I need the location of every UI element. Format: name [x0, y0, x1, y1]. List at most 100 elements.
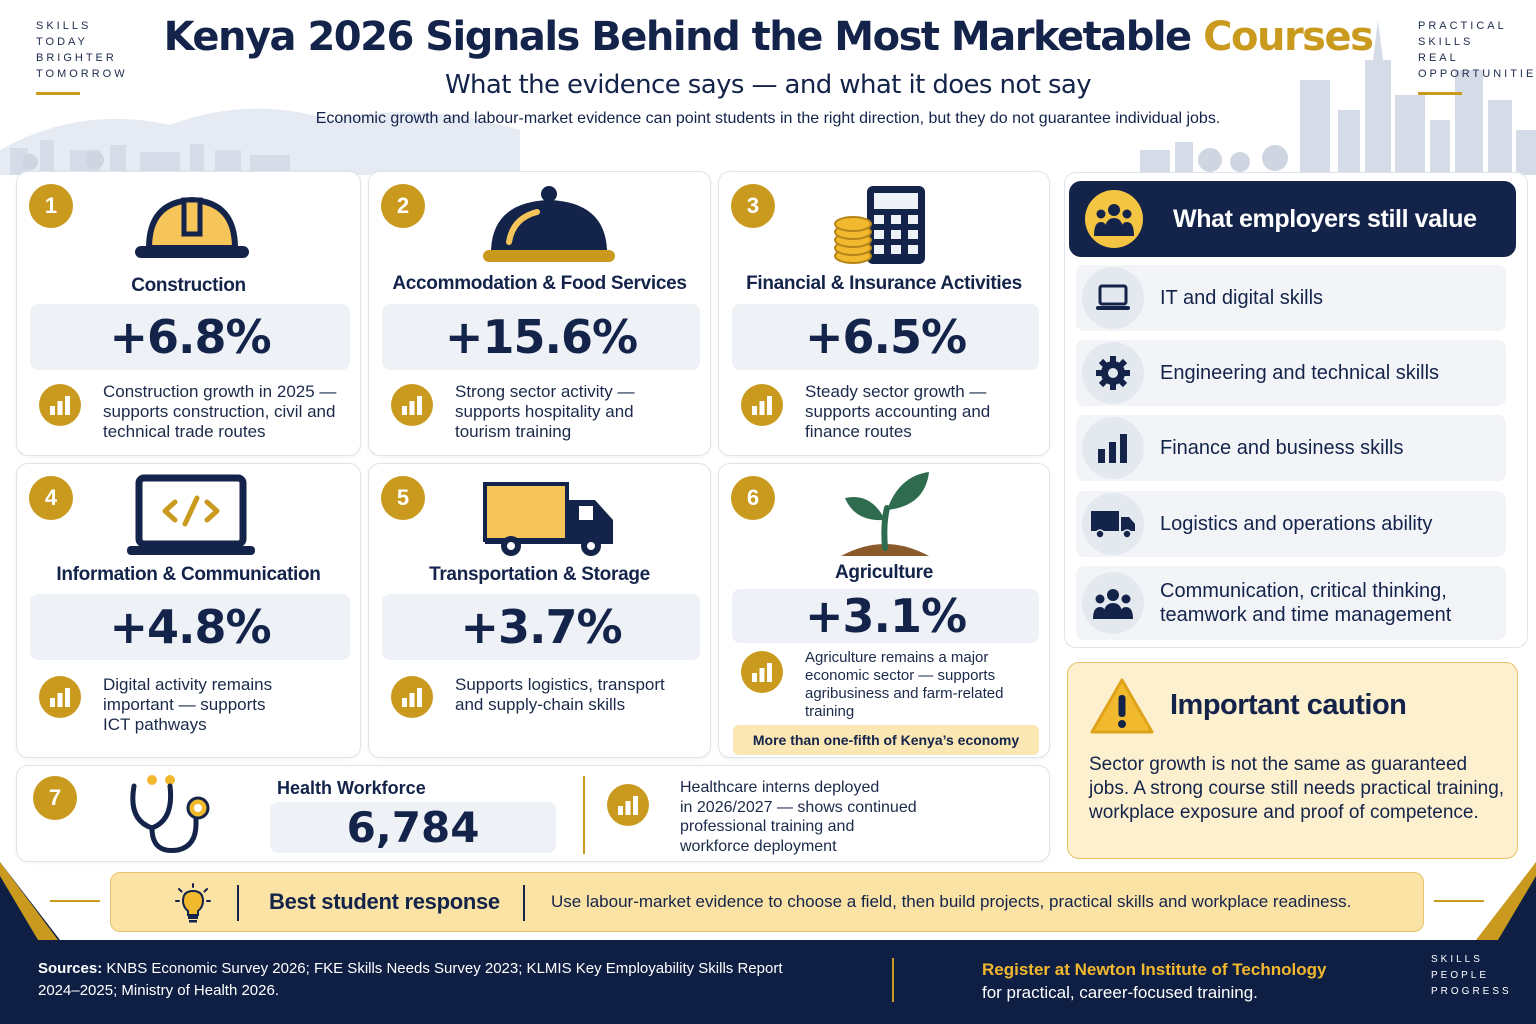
- register-callout: Register at Newton Institute of Technolo…: [982, 958, 1326, 1004]
- hard-hat-icon: [135, 196, 249, 258]
- best-response-label: Best student response: [269, 889, 500, 914]
- footer-tagline: SKILLS PEOPLE PROGRESS: [1431, 952, 1512, 1000]
- desc-line: and supply-chain skills: [455, 695, 626, 714]
- page-title: Kenya 2026 Signals Behind the Most Marke…: [0, 14, 1536, 60]
- sector-title: Agriculture: [834, 562, 934, 583]
- sector-description: Digital activity remains important — sup…: [103, 675, 350, 735]
- food-cloche-icon: [483, 186, 615, 262]
- sector-stat: +3.1%: [732, 589, 1039, 643]
- corner-right-line: PRACTICAL: [1418, 20, 1507, 32]
- desc-line: Healthcare interns deployed: [680, 779, 880, 796]
- calculator-coins-icon: [834, 186, 925, 264]
- sector-description: Supports logistics, transport and supply…: [455, 675, 700, 715]
- employers-header: What employers still value: [1069, 181, 1516, 257]
- sector-number-badge: 4: [29, 476, 73, 520]
- desc-line: Agriculture remains a major: [805, 649, 989, 666]
- skyline-background: [0, 20, 1536, 175]
- corner-tagline-left: SKILLS TODAY BRIGHTER TOMORROW: [36, 18, 128, 95]
- desc-line: Strong sector activity —: [455, 382, 635, 401]
- employer-skill-item: IT and digital skills: [1076, 265, 1506, 331]
- desc-line: Construction growth in 2025 —: [103, 382, 337, 401]
- team-icon: [1085, 190, 1143, 248]
- gold-accent-line: [50, 900, 100, 902]
- sector-card-agriculture: 6 Agriculture +3.1% Agriculture remains …: [718, 463, 1050, 758]
- desc-line: in 2026/2027 — shows continued: [680, 798, 917, 816]
- footer-sources: Sources: KNBS Economic Survey 2026; FKE …: [38, 958, 798, 1002]
- desc-line: agribusiness and farm-related: [805, 685, 1004, 702]
- sector-card-health: 7 Health Workforce 6,784 Healthcare inte…: [16, 765, 1050, 862]
- sources-text: KNBS Economic Survey 2026; FKE Skills Ne…: [38, 960, 783, 999]
- desc-line: important — supports: [103, 695, 266, 714]
- divider: [523, 885, 525, 921]
- warning-icon: [1090, 678, 1154, 734]
- intro-text: Economic growth and labour-market eviden…: [315, 110, 1221, 127]
- sector-title: Information & Communication: [56, 564, 321, 585]
- desc-line: finance routes: [805, 422, 912, 441]
- title-accent: Courses: [1203, 14, 1374, 60]
- sector-description: Construction growth in 2025 — supports c…: [103, 382, 350, 442]
- employer-skill-label: Finance and business skills: [1160, 437, 1404, 459]
- employer-skill-item: Engineering and technical skills: [1076, 340, 1506, 406]
- sector-number-badge: 3: [731, 184, 775, 228]
- sector-title: Construction: [131, 275, 246, 296]
- employer-skill-label: Communication, critical thinking, teamwo…: [1160, 580, 1452, 626]
- corner-tagline-right: PRACTICAL SKILLS REAL OPPORTUNITIES: [1418, 18, 1536, 95]
- desc-line: tourism training: [455, 422, 572, 441]
- bar-chart-icon: [39, 676, 81, 718]
- page-subtitle: What the evidence says — and what it doe…: [444, 70, 1092, 100]
- desc-line: Steady sector growth —: [805, 382, 987, 401]
- desc-line: supports hospitality and: [455, 402, 634, 421]
- employer-skill-label: IT and digital skills: [1160, 287, 1324, 309]
- bar-chart-icon: [391, 676, 433, 718]
- footer-tagline-line: PROGRESS: [1431, 986, 1512, 997]
- lightbulb-icon: [175, 883, 211, 923]
- sources-label: Sources:: [38, 960, 103, 977]
- truck-icon: [1082, 493, 1144, 555]
- divider: [892, 958, 894, 1002]
- corner-right-line: REAL: [1418, 52, 1459, 64]
- team-icon: [1082, 572, 1144, 634]
- sector-number-badge: 7: [33, 776, 77, 820]
- divider: [237, 885, 239, 921]
- desc-line: supports accounting and: [805, 402, 991, 421]
- sector-description: Steady sector growth — supports accounti…: [805, 382, 1039, 442]
- sector-stat: +15.6%: [382, 304, 700, 370]
- employer-skill-item: Communication, critical thinking, teamwo…: [1076, 566, 1506, 640]
- desc-line: technical trade routes: [103, 422, 266, 441]
- register-title: Register at Newton Institute of Technolo…: [982, 960, 1327, 979]
- truck-icon: [483, 482, 613, 556]
- sector-number-badge: 1: [29, 184, 73, 228]
- laptop-icon: [1082, 267, 1144, 329]
- bar-chart-icon: [391, 384, 433, 426]
- caution-text: Sector growth is not the same as guarant…: [1089, 754, 1505, 823]
- stethoscope-icon: [130, 775, 210, 854]
- sector-card-accommodation: 2 Accommodation & Food Services +15.6% S…: [368, 171, 711, 456]
- divider: [583, 776, 585, 854]
- laptop-code-icon: [127, 474, 255, 555]
- bar-chart-icon: [39, 384, 81, 426]
- employer-skill-label: Engineering and technical skills: [1160, 362, 1440, 384]
- corner-left-line: BRIGHTER: [36, 52, 117, 64]
- title-main: Kenya 2026 Signals Behind the Most Marke…: [163, 14, 1204, 60]
- health-stat: 6,784: [270, 802, 556, 853]
- gold-accent-line: [1434, 900, 1484, 902]
- sector-title: Transportation & Storage: [429, 564, 650, 585]
- sector-card-transport: 5 Transportation & Storage +3.7% Support…: [368, 463, 711, 758]
- sector-card-construction: 1 Construction +6.8% Construction growth…: [16, 171, 361, 456]
- sector-stat: +6.8%: [30, 304, 350, 370]
- sector-card-ict: 4 Information & Communication +4.8% Digi…: [16, 463, 361, 758]
- best-response-text: Use labour-market evidence to choose a f…: [551, 892, 1352, 911]
- corner-left-line: SKILLS: [36, 20, 92, 32]
- bar-chart-icon: [741, 384, 783, 426]
- footer-tagline-line: PEOPLE: [1431, 970, 1490, 981]
- employers-title: What employers still value: [1173, 204, 1477, 233]
- caution-panel: Important caution Sector growth is not t…: [1067, 662, 1518, 859]
- sector-title: Financial & Insurance Activities: [746, 273, 1022, 294]
- employer-skill-item: Finance and business skills: [1076, 415, 1506, 481]
- desc-line: economic sector — supports: [805, 667, 996, 684]
- register-subtitle: for practical, career-focused training.: [982, 983, 1258, 1002]
- corner-rule: [36, 92, 80, 95]
- sector-description: Agriculture remains a major economic sec…: [805, 649, 1039, 721]
- gear-icon: [1082, 342, 1144, 404]
- desc-line: supports construction, civil and: [103, 402, 336, 421]
